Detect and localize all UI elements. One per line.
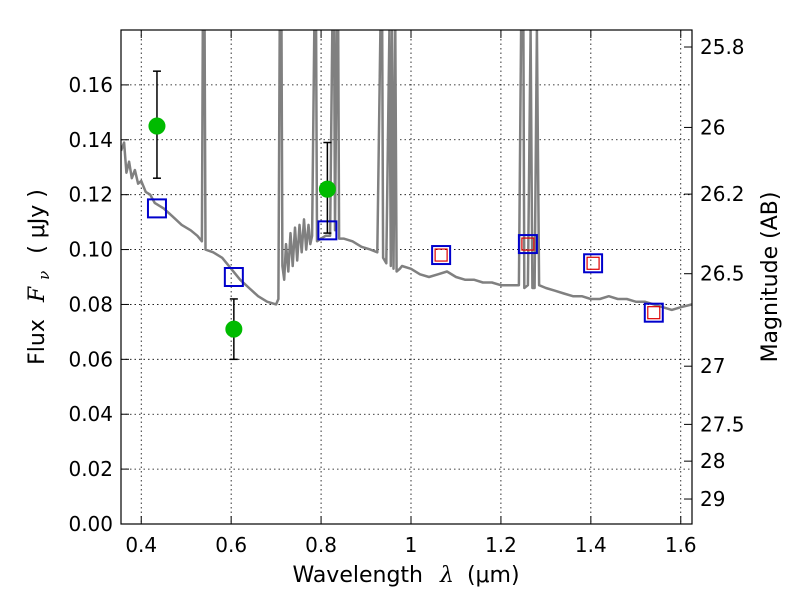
model-photometry-square <box>583 253 604 274</box>
observed-nir-square <box>586 256 600 270</box>
x-tick-label: 1.6 <box>665 533 697 557</box>
x-tick-label: 0.4 <box>125 533 157 557</box>
y-axis-ticks: 0.00 0.02 0.04 0.06 0.08 0.10 0.12 0.14 0.16 <box>68 73 129 536</box>
y2-tick-label: 28 <box>700 449 725 473</box>
x-axis-label-symbol: λ <box>439 563 454 588</box>
x-tick-label: 0.6 <box>215 533 247 557</box>
observed-nir-square <box>434 248 448 262</box>
x-axis-ticks: 0.4 0.6 0.8 1 1.2 1.4 1.6 <box>125 30 697 557</box>
sed-model-line <box>121 30 692 312</box>
model-photometry-square <box>223 267 244 287</box>
y-axis-label-text: Flux <box>25 319 50 365</box>
y2-tick-label: 26.2 <box>700 182 745 206</box>
y2-tick-label: 26.5 <box>700 262 745 286</box>
y2-tick-label: 27 <box>700 354 725 378</box>
plot-frame <box>120 29 693 525</box>
y-tick-label: 0.16 <box>68 73 113 97</box>
x-axis-label-text: Wavelength <box>292 563 423 588</box>
y-axis-label-unit: ( μJy ) <box>25 189 50 254</box>
observed-optical-point <box>148 117 166 135</box>
y-tick-label: 0.12 <box>68 183 113 207</box>
x-tick-label: 0.8 <box>305 533 337 557</box>
model-photometry-square <box>431 245 452 266</box>
model-photometry-square <box>146 198 167 219</box>
y-tick-label: 0.06 <box>68 347 113 371</box>
observed-nir-square <box>521 237 535 251</box>
y-tick-label: 0.02 <box>68 457 113 481</box>
y2-axis-label: Magnitude (AB) <box>758 192 783 363</box>
y-tick-label: 0.04 <box>68 402 113 426</box>
y2-tick-label: 26 <box>700 115 725 139</box>
y-axis-label-symbol: F <box>25 286 50 303</box>
x-axis-label: Wavelength λ (μm) <box>292 563 519 588</box>
x-tick-label: 1.2 <box>485 533 517 557</box>
observed-optical-point <box>225 320 243 338</box>
grid <box>121 30 692 524</box>
y-tick-label: 0.10 <box>68 238 113 262</box>
model-photometry-square <box>643 302 664 323</box>
observed-nir-square <box>647 306 661 320</box>
y2-tick-label: 25.8 <box>700 35 745 59</box>
y-tick-label: 0.14 <box>68 128 113 152</box>
x-axis-label-unit: (μm) <box>467 563 520 588</box>
y-axis-label-subscript: ν <box>35 271 53 280</box>
y2-axis-ticks: 25.8 26 26.2 26.5 27 27.5 28 29 <box>684 35 745 511</box>
y2-tick-label: 29 <box>700 487 725 511</box>
x-tick-label: 1.4 <box>575 533 607 557</box>
model-photometry-square <box>517 234 538 255</box>
y-axis-label: Flux F ν ( μJy ) <box>25 189 55 365</box>
x-tick-label: 1 <box>405 533 418 557</box>
sed-line-layer <box>121 30 692 312</box>
y-tick-label: 0.08 <box>68 292 113 316</box>
y-tick-label: 0.00 <box>68 512 113 536</box>
marker-layer <box>146 70 664 361</box>
observed-optical-point <box>318 180 336 198</box>
y2-tick-label: 27.5 <box>700 412 745 436</box>
